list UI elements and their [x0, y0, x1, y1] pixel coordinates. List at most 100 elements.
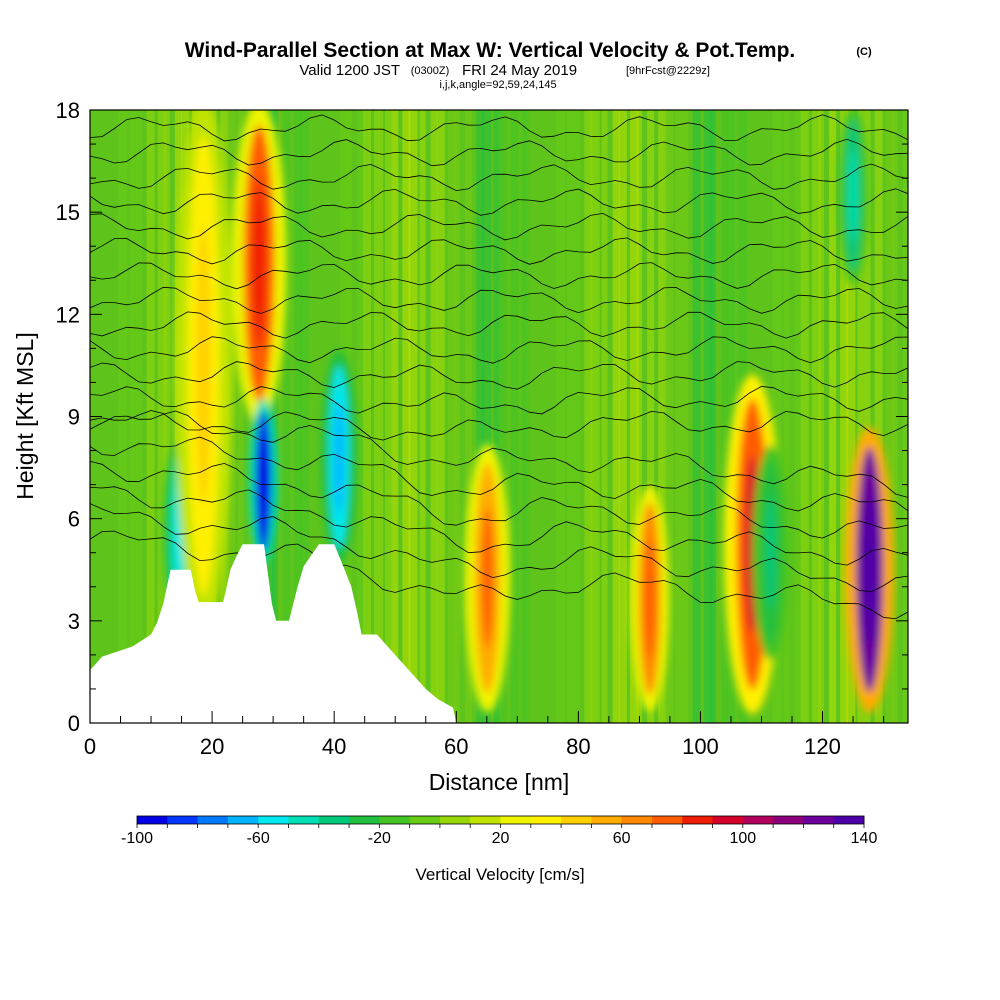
w-feature-core [196, 224, 211, 506]
x-tick-label: 60 [444, 734, 468, 759]
colorbar-swatch [288, 816, 320, 824]
copyright-mark: (C) [856, 46, 872, 58]
chart-title: Wind-Parallel Section at Max W: Vertical… [185, 39, 796, 62]
pot-temp-contour [90, 262, 908, 290]
bg-stripe [454, 110, 460, 723]
bg-stripe [385, 110, 392, 723]
bg-stripe [590, 110, 600, 723]
bg-stripe [567, 110, 574, 723]
bg-stripe [482, 110, 492, 723]
bg-stripe [846, 110, 856, 723]
x-tick-label: 0 [84, 734, 96, 759]
bg-stripe [794, 110, 802, 723]
colorbar-tick-label: 100 [729, 830, 756, 847]
colorbar-tick-label: 20 [492, 830, 510, 847]
bg-stripe [556, 110, 566, 723]
colorbar-swatch [621, 816, 653, 824]
colorbar-swatch [318, 816, 350, 824]
bg-stripe [545, 110, 553, 723]
bg-stripe [283, 110, 291, 723]
bg-stripe [157, 110, 167, 723]
bg-stripe [408, 110, 418, 723]
bg-stripe [510, 110, 519, 723]
x-tick-label: 100 [682, 734, 719, 759]
forecast-info: [9hrFcst@2229z] [626, 65, 710, 77]
colorbar-swatch [379, 816, 411, 824]
y-tick-label: 18 [56, 98, 80, 123]
bg-stripe [601, 110, 608, 723]
bg-stripe [436, 110, 445, 723]
y-tick-label: 9 [68, 405, 80, 430]
pot-temp-contour [90, 188, 908, 216]
y-tick-label: 6 [68, 507, 80, 532]
w-feature-core [644, 539, 655, 658]
bg-stripe [829, 110, 837, 723]
pot-temp-contour [90, 385, 908, 415]
colorbar-swatch [803, 816, 835, 824]
bg-stripe [499, 110, 507, 723]
bg-stripe [629, 110, 639, 723]
pot-temp-contour [90, 114, 908, 142]
w-feature-core [259, 438, 267, 525]
pot-temp-contour [90, 163, 908, 192]
colorbar-tick-label: -60 [247, 830, 270, 847]
bg-stripe [720, 110, 728, 723]
bg-stripe [709, 110, 716, 723]
pot-temp-contour [90, 486, 908, 566]
colorbar-swatch [197, 816, 229, 824]
colorbar-swatch [167, 816, 198, 824]
terrain-mask [90, 544, 457, 723]
w-feature-core [252, 178, 266, 348]
colorbar-swatch [591, 816, 623, 824]
pot-temp-contour [90, 410, 908, 498]
x-tick-label: 80 [566, 734, 590, 759]
bg-stripe [727, 110, 735, 723]
bg-stripe [465, 110, 473, 723]
colorbar-tick-label: -100 [121, 830, 153, 847]
x-tick-label: 20 [200, 734, 224, 759]
bg-stripe [419, 110, 426, 723]
bg-stripe [391, 110, 399, 723]
pot-temp-contour [90, 237, 908, 265]
bg-stripe [800, 110, 809, 723]
colorbar-swatch [137, 816, 168, 824]
bg-stripe [692, 110, 701, 723]
bg-stripe [129, 110, 136, 723]
bg-stripe [294, 110, 303, 723]
w-feature-core [766, 496, 776, 609]
pot-temp-contour [90, 336, 908, 364]
bg-stripe [146, 110, 155, 723]
bg-stripe [356, 110, 364, 723]
colorbar-tick-label: -20 [368, 830, 391, 847]
w-feature-core [481, 508, 494, 649]
bg-stripe [300, 110, 310, 723]
colorbar-swatch [682, 816, 713, 824]
w-feature-core [334, 401, 344, 514]
bg-stripe [857, 110, 864, 723]
bg-stripe [818, 110, 824, 723]
valid-utc: (0300Z) [411, 65, 450, 77]
valid-time-line: Valid 1200 JST (0300Z) FRI 24 May 2019 [… [299, 62, 710, 79]
colorbar-swatch [833, 816, 865, 824]
colorbar-ticks: -100 -60 -20 20 60 100 140 [121, 830, 877, 847]
pot-temp-contour [90, 138, 908, 167]
bg-stripe [363, 110, 371, 723]
pot-temp-contour [90, 212, 908, 241]
colorbar-swatch [439, 816, 471, 824]
pot-temp-contour [90, 530, 908, 620]
bg-stripe [311, 110, 318, 723]
bg-stripe [538, 110, 546, 723]
bg-stripe [374, 110, 384, 723]
bg-stripe [237, 110, 244, 723]
colorbar-swatch [349, 816, 380, 824]
pot-temp-contour [90, 503, 908, 593]
bg-stripe [811, 110, 821, 723]
pot-temp-contour [90, 410, 908, 441]
bg-stripe [703, 110, 713, 723]
y-axis: 0 3 6 9 12 15 18 [56, 98, 908, 736]
colorbar-swatch [500, 816, 532, 824]
pot-temp-contours [90, 114, 908, 620]
y-tick-label: 3 [68, 609, 80, 634]
y-tick-label: 12 [56, 302, 80, 327]
pot-temp-contour [90, 361, 908, 390]
